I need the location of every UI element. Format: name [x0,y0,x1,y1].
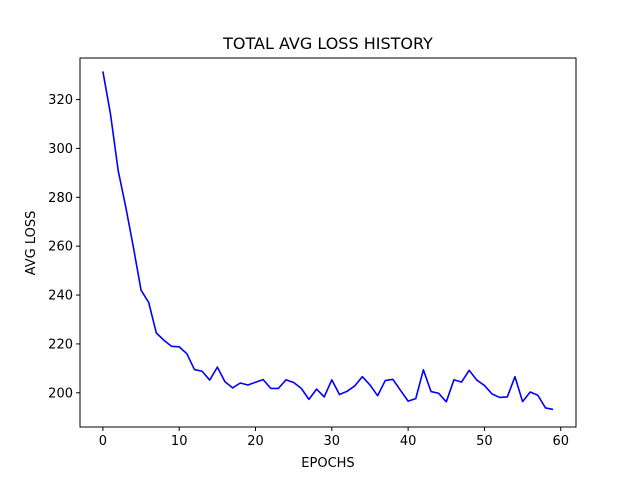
x-tick-label: 20 [247,434,264,449]
y-tick-label: 220 [48,337,73,352]
y-axis-label: AVG LOSS [24,211,39,276]
y-axis: 200 220 240 260 280 300 320 [48,93,80,401]
x-tick-label: 60 [552,434,569,449]
x-tick-label: 10 [171,434,188,449]
y-tick-label: 260 [48,240,73,255]
x-tick-label: 0 [99,434,107,449]
y-tick-label: 200 [48,386,73,401]
y-tick-label: 240 [48,289,73,304]
y-tick-label: 300 [48,142,73,157]
x-tick-label: 40 [400,434,417,449]
x-axis-label: EPOCHS [301,456,354,471]
x-axis: 0 10 20 30 40 50 60 [99,427,569,449]
chart-title: TOTAL AVG LOSS HISTORY [222,34,433,53]
plot-area [102,71,554,411]
x-tick-label: 50 [476,434,493,449]
y-tick-label: 280 [48,191,73,206]
x-tick-label: 30 [324,434,341,449]
plot-frame [79,57,577,428]
y-tick-label: 320 [48,93,73,108]
loss-series-line [102,71,554,411]
